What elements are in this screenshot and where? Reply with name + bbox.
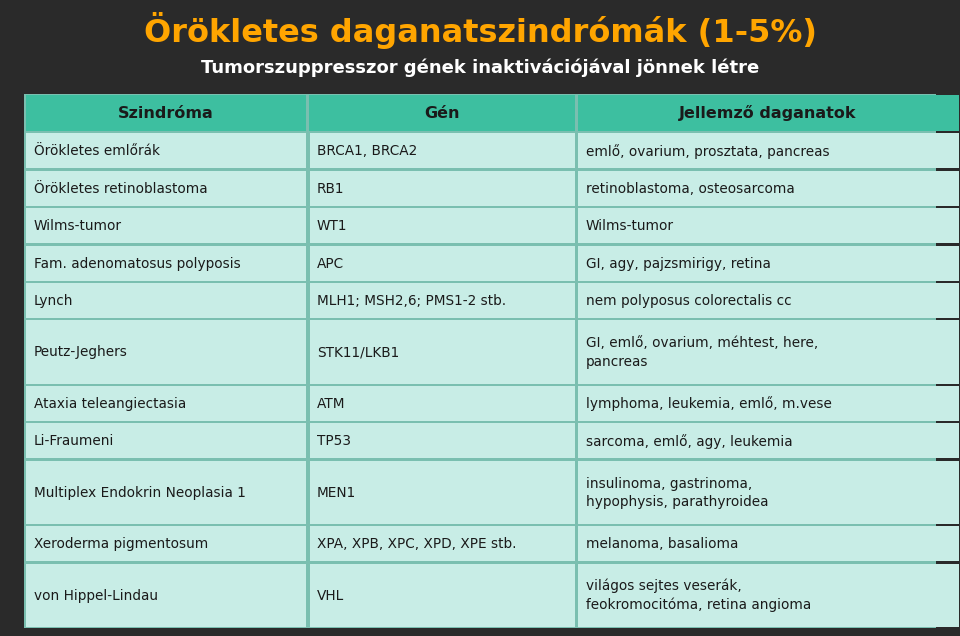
Bar [26,321,306,384]
Bar [26,134,306,169]
Bar [26,386,306,421]
Text: GI, emlő, ovarium, méhtest, here,
pancreas: GI, emlő, ovarium, méhtest, here, pancre… [586,336,818,369]
Text: MLH1; MSH2,6; PMS1-2 stb.: MLH1; MSH2,6; PMS1-2 stb. [317,294,506,308]
Text: világos sejtes veserák,
feokromocitóma, retina angioma: világos sejtes veserák, feokromocitóma, … [586,579,811,612]
Bar [309,171,575,206]
Bar [309,95,575,131]
Bar [24,94,936,628]
Bar [578,563,959,626]
Text: WT1: WT1 [317,219,348,233]
Bar [309,321,575,384]
Bar [309,283,575,318]
Text: Xeroderma pigmentosum: Xeroderma pigmentosum [34,537,208,551]
Text: MEN1: MEN1 [317,486,356,500]
Bar [578,386,959,421]
Bar [578,208,959,243]
Bar [26,526,306,562]
Text: Wilms-tumor: Wilms-tumor [586,219,674,233]
Bar [26,563,306,626]
Bar [578,245,959,280]
Text: lymphoma, leukemia, emlő, m.vese: lymphoma, leukemia, emlő, m.vese [586,396,831,411]
Text: nem polyposus colorectalis cc: nem polyposus colorectalis cc [586,294,791,308]
Text: melanoma, basalioma: melanoma, basalioma [586,537,738,551]
Text: Örökletes daganatszindrómák (1-5%): Örökletes daganatszindrómák (1-5%) [143,12,817,49]
Text: Fam. adenomatosus polyposis: Fam. adenomatosus polyposis [34,256,240,270]
Bar [309,134,575,169]
Text: retinoblastoma, osteosarcoma: retinoblastoma, osteosarcoma [586,182,794,196]
Text: TP53: TP53 [317,434,350,448]
Bar [26,424,306,459]
Bar [578,424,959,459]
Bar [578,461,959,524]
Text: Ataxia teleangiectasia: Ataxia teleangiectasia [34,397,186,411]
Bar [309,526,575,562]
Bar [26,95,306,131]
Text: XPA, XPB, XPC, XPD, XPE stb.: XPA, XPB, XPC, XPD, XPE stb. [317,537,516,551]
Text: Gén: Gén [424,106,459,121]
Text: GI, agy, pajzsmirigy, retina: GI, agy, pajzsmirigy, retina [586,256,771,270]
Bar [578,283,959,318]
Bar [578,134,959,169]
Bar [578,321,959,384]
Bar [309,424,575,459]
Text: Wilms-tumor: Wilms-tumor [34,219,122,233]
Text: APC: APC [317,256,344,270]
Text: BRCA1, BRCA2: BRCA1, BRCA2 [317,144,417,158]
Text: emlő, ovarium, prosztata, pancreas: emlő, ovarium, prosztata, pancreas [586,144,829,159]
Text: Szindróma: Szindróma [118,106,213,121]
Text: Lynch: Lynch [34,294,73,308]
Bar [26,283,306,318]
Text: Li-Fraumeni: Li-Fraumeni [34,434,114,448]
Bar [26,208,306,243]
Text: Örökletes retinoblastoma: Örökletes retinoblastoma [34,182,207,196]
Bar [309,461,575,524]
Bar [578,95,959,131]
Bar [26,245,306,280]
Text: Örökletes emlőrák: Örökletes emlőrák [34,144,159,158]
Bar [309,208,575,243]
Text: RB1: RB1 [317,182,345,196]
Bar [26,171,306,206]
Bar [26,461,306,524]
Text: sarcoma, emlő, agy, leukemia: sarcoma, emlő, agy, leukemia [586,434,792,449]
Text: ATM: ATM [317,397,346,411]
Text: STK11/LKB1: STK11/LKB1 [317,345,399,359]
Bar [309,245,575,280]
Bar [309,386,575,421]
Text: von Hippel-Lindau: von Hippel-Lindau [34,589,157,603]
Text: Jellemző daganatok: Jellemző daganatok [680,106,856,121]
Text: Tumorszuppresszor gének inaktivációjával jönnek létre: Tumorszuppresszor gének inaktivációjával… [201,59,759,78]
Text: Peutz-Jeghers: Peutz-Jeghers [34,345,128,359]
Bar [578,526,959,562]
Text: Multiplex Endokrin Neoplasia 1: Multiplex Endokrin Neoplasia 1 [34,486,246,500]
Bar [309,563,575,626]
Text: VHL: VHL [317,589,344,603]
Bar [578,171,959,206]
Text: insulinoma, gastrinoma,
hypophysis, parathyroidea: insulinoma, gastrinoma, hypophysis, para… [586,476,768,509]
